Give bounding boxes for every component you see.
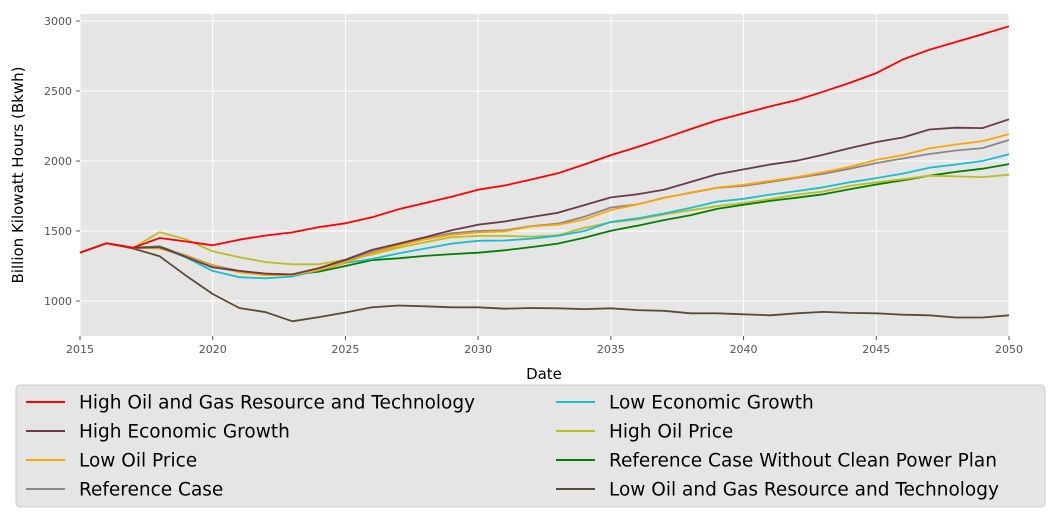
x-tick-label: 2035 [597, 343, 625, 356]
x-tick-label: 2045 [862, 343, 890, 356]
legend-label: Reference Case Without Clean Power Plan [609, 451, 997, 472]
grid-lines [79, 14, 1010, 336]
y-axis-label: Billion Kilowatt Hours (Bkwh) [9, 67, 27, 284]
x-axis-ticks: 2015 2020 2025 2030 2035 2040 2045 2050 [66, 336, 1023, 356]
series-line-high-oil-price [79, 173, 1010, 266]
legend-item: Low Oil Price [26, 451, 197, 472]
y-axis-ticks: 1000 1500 2000 2500 3000 [44, 15, 80, 308]
legend-item: High Economic Growth [26, 422, 290, 443]
y-tick-label: 2500 [44, 85, 72, 98]
x-tick-label: 2020 [199, 343, 227, 356]
x-tick-label: 2015 [66, 343, 94, 356]
series-line-low-oil-price [79, 133, 1010, 277]
legend-label: Low Economic Growth [609, 393, 814, 414]
legend-item: High Oil and Gas Resource and Technology [26, 393, 475, 414]
series-lines [79, 25, 1010, 323]
plot-background [80, 14, 1009, 336]
y-tick-label: 3000 [44, 15, 72, 28]
legend-item: Reference Case Without Clean Power Plan [556, 451, 997, 472]
legend-label: High Oil Price [609, 422, 733, 443]
legend-label: Low Oil and Gas Resource and Technology [609, 480, 999, 501]
legend-item: Low Economic Growth [556, 393, 814, 414]
y-tick-label: 2000 [44, 155, 72, 168]
x-tick-label: 2025 [331, 343, 359, 356]
x-tick-label: 2030 [464, 343, 492, 356]
series-line-low-oil-and-gas-resource-and-technology [79, 242, 1010, 323]
x-axis-label: Date [526, 365, 562, 383]
x-tick-label: 2050 [995, 343, 1023, 356]
series-line-high-oil-and-gas-resource-and-technology [79, 25, 1010, 254]
legend-label: Reference Case [79, 480, 223, 501]
x-tick-label: 2040 [730, 343, 758, 356]
legend-label: Low Oil Price [79, 451, 197, 472]
series-line-low-economic-growth [79, 153, 1010, 280]
y-tick-label: 1000 [44, 295, 72, 308]
legend: High Oil and Gas Resource and Technology… [15, 384, 1046, 508]
legend-item: High Oil Price [556, 422, 733, 443]
legend-item: Low Oil and Gas Resource and Technology [556, 480, 999, 501]
legend-box [15, 384, 1046, 508]
y-tick-label: 1500 [44, 225, 72, 238]
legend-item: Reference Case [26, 480, 223, 501]
series-line-high-economic-growth [79, 118, 1010, 276]
legend-items: High Oil and Gas Resource and Technology… [26, 393, 999, 501]
legend-label: High Economic Growth [79, 422, 290, 443]
legend-label: High Oil and Gas Resource and Technology [79, 393, 475, 414]
